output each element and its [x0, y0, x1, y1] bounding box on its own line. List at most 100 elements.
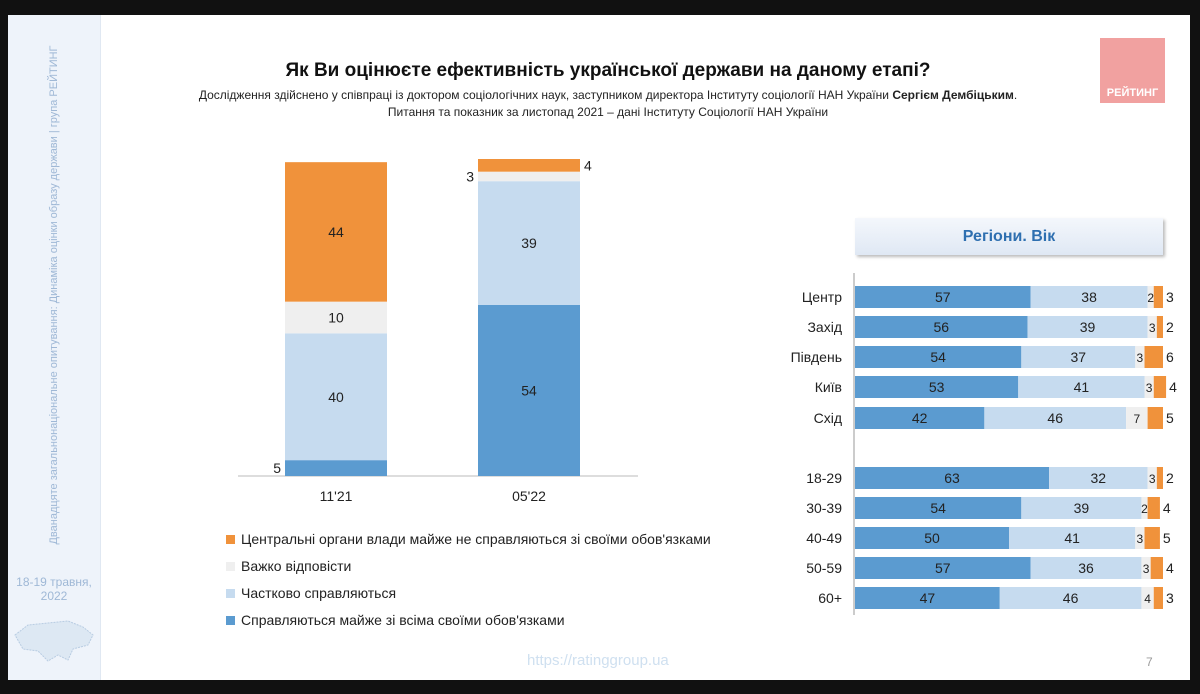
segment-hard-to-say [1144, 376, 1154, 398]
segment-partly [285, 333, 387, 461]
segment-coping [285, 460, 387, 476]
data-label: 46 [1047, 410, 1063, 426]
legend-item-hard-to-say: Важко відповісти [226, 558, 351, 574]
y-tick-label: Київ [815, 379, 842, 395]
segment-partly [999, 587, 1142, 609]
data-label: 2 [1166, 319, 1174, 335]
data-label: 3 [1166, 590, 1174, 606]
segment-coping [855, 376, 1019, 398]
segment-not-coping [285, 162, 387, 302]
segment-hard-to-say [1147, 316, 1157, 338]
data-label: 5 [273, 460, 281, 476]
data-label: 3 [1137, 532, 1144, 546]
data-label: 39 [521, 235, 537, 251]
segment-not-coping [1156, 467, 1163, 489]
page-title: Як Ви оцінюєте ефективність української … [285, 60, 931, 81]
segment-coping [855, 346, 1022, 368]
data-label: 39 [1074, 500, 1090, 516]
ukraine-map-icon [14, 620, 94, 662]
data-label: 3 [1143, 562, 1150, 576]
segment-not-coping [1153, 376, 1167, 398]
data-label: 6 [1166, 349, 1174, 365]
segment-partly [984, 407, 1127, 429]
segment-coping [855, 527, 1009, 549]
segment-coping [855, 286, 1031, 308]
segment-coping [855, 557, 1031, 579]
segment-not-coping [1147, 407, 1163, 429]
data-label: 39 [1080, 319, 1096, 335]
legend-item-not-coping: Центральні органи влади майже не справля… [226, 531, 711, 547]
segment-coping [855, 587, 1000, 609]
segment-hard-to-say [1147, 286, 1154, 308]
regions-age-header: Регіони. Вік [855, 218, 1163, 255]
segment-not-coping [1147, 497, 1160, 519]
segment-not-coping [1144, 527, 1160, 549]
segment-partly [1027, 316, 1148, 338]
segment-not-coping [1153, 286, 1163, 308]
segment-partly [1049, 467, 1148, 489]
data-label: 2 [1166, 470, 1174, 486]
data-label: 46 [1063, 590, 1079, 606]
data-label: 63 [944, 470, 960, 486]
segment-not-coping [1153, 587, 1163, 609]
data-label: 54 [930, 500, 946, 516]
segment-coping [855, 316, 1028, 338]
y-tick-label: Південь [791, 349, 842, 365]
legend-item-partly: Частково справляються [226, 585, 396, 601]
y-tick-label: 18-29 [806, 470, 842, 486]
rating-logo: РЕЙТИНГ [1100, 38, 1165, 103]
segment-partly [478, 181, 580, 305]
segment-hard-to-say [478, 171, 580, 182]
data-label: 2 [1147, 291, 1154, 305]
time-chart: 5 40 10 44 11'21 54 39 3 4 05'22 [238, 157, 638, 504]
segment-hard-to-say [285, 301, 387, 334]
data-label: 42 [912, 410, 928, 426]
data-label: 5 [1163, 530, 1171, 546]
data-label: 36 [1078, 560, 1094, 576]
y-tick-label: 60+ [818, 590, 842, 606]
y-tick-label: 30-39 [806, 500, 842, 516]
y-tick-label: Центр [802, 289, 842, 305]
segment-partly [1021, 497, 1142, 519]
data-label: 41 [1074, 379, 1090, 395]
segment-hard-to-say [1135, 527, 1145, 549]
y-tick-label: Схід [814, 410, 842, 426]
segment-not-coping [1144, 346, 1163, 368]
segment-not-coping [478, 159, 580, 172]
data-label: 57 [935, 289, 951, 305]
segment-partly [1018, 376, 1145, 398]
data-label: 4 [1166, 560, 1174, 576]
footer-url[interactable]: https://ratinggroup.ua [527, 652, 669, 669]
data-label: 7 [1133, 412, 1140, 426]
data-label: 56 [933, 319, 949, 335]
data-label: 4 [1163, 500, 1171, 516]
data-label: 4 [584, 157, 592, 173]
x-tick-label: 11'21 [320, 488, 353, 504]
data-label: 10 [328, 310, 344, 326]
segment-coping [855, 497, 1022, 519]
segment-hard-to-say [1141, 557, 1151, 579]
data-label: 3 [466, 168, 474, 184]
subtitle-1: Дослідження здійснено у співпраці із док… [198, 88, 1018, 102]
data-label: 57 [935, 560, 951, 576]
segment-coping [478, 304, 580, 476]
data-label: 3 [1149, 321, 1156, 335]
data-label: 54 [521, 382, 537, 398]
data-label: 44 [328, 224, 344, 240]
segment-hard-to-say [1126, 407, 1148, 429]
data-label: 5 [1166, 410, 1174, 426]
data-label: 54 [930, 349, 946, 365]
segment-partly [1009, 527, 1136, 549]
y-tick-label: 40-49 [806, 530, 842, 546]
segment-hard-to-say [1135, 346, 1145, 368]
data-label: 38 [1081, 289, 1097, 305]
sidebar: Дванадцяте загальнонаціональне опитуванн… [8, 15, 101, 680]
data-label: 53 [929, 379, 945, 395]
data-label: 41 [1064, 530, 1080, 546]
data-label: 40 [328, 389, 344, 405]
segment-hard-to-say [1147, 467, 1157, 489]
segment-not-coping [1150, 557, 1163, 579]
legend-item-coping: Справляються майже зі всіма своїми обов'… [226, 612, 565, 628]
data-label: 32 [1091, 470, 1107, 486]
